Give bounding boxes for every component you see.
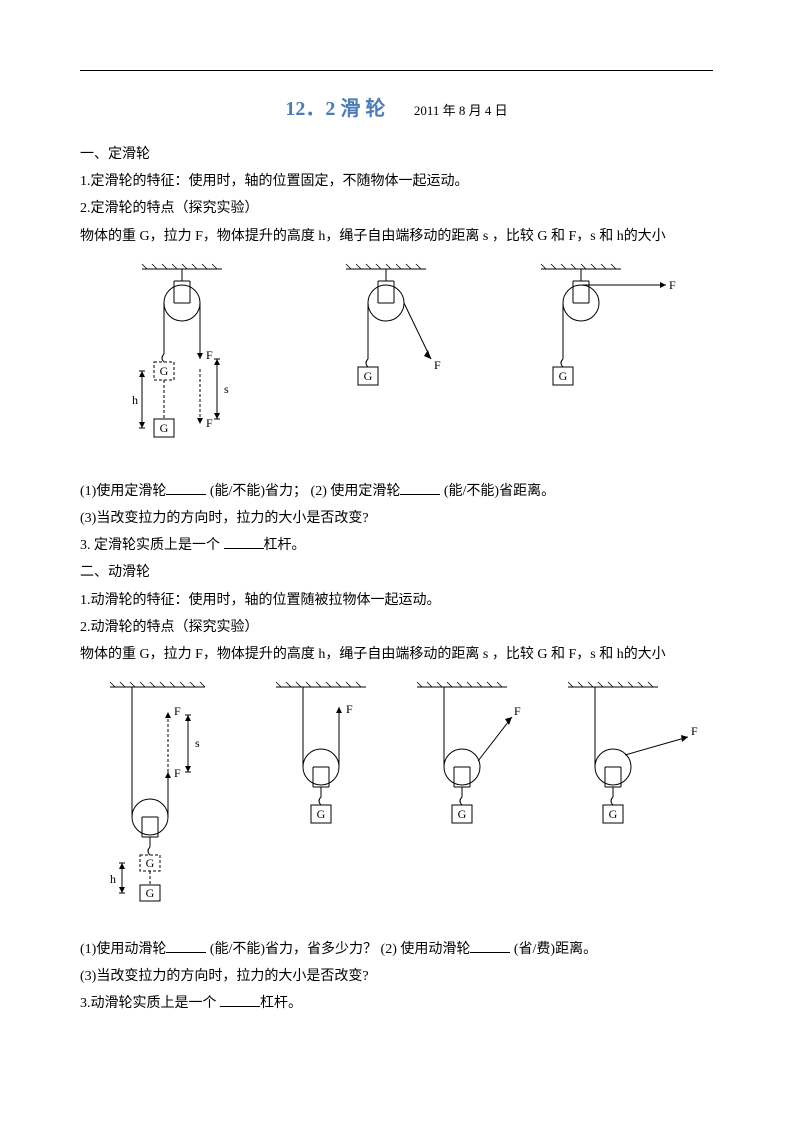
text: (1)使用定滑轮 [80,484,166,499]
sec2-line2: 2.动滑轮的特点（探究实验） [80,615,713,640]
movable-pulley-diagram-4: F G [553,677,703,857]
sec2-line3: 物体的重 G，拉力 F，物体提升的高度 h，绳子自由端移动的距离 s ，比较 G… [80,642,713,667]
movable-pulley-diagram-2: F G [261,677,381,857]
sec2-line1: 1.动滑轮的特征：使用时，轴的位置随被拉物体一起运动。 [80,588,713,613]
label-G: G [608,807,617,821]
label-G: G [146,856,155,870]
label-F: F [434,358,441,372]
label-F: F [346,702,353,716]
text: 杠杆。 [260,996,302,1011]
label-G: G [160,421,169,435]
label-F: F [206,348,213,362]
text: (能/不能)省力，省多少力？ (2) 使用动滑轮 [206,942,470,957]
sec1-q3: (3)当改变拉力的方向时，拉力的大小是否改变? [80,506,713,531]
sec1-q1: (1)使用定滑轮 (能/不能)省力； (2) 使用定滑轮 (能/不能)省距离。 [80,479,713,504]
label-G: G [160,364,169,378]
label-F: F [514,704,521,718]
label-G: G [458,807,467,821]
movable-pulley-diagrams: F F s G G h F G [80,677,713,917]
blank-input[interactable] [166,938,206,953]
blank-input[interactable] [224,534,264,549]
label-G: G [146,886,155,900]
label-s: s [224,382,229,396]
label-h: h [132,393,138,407]
fixed-pulley-diagrams: G G h F F s G F [80,259,713,459]
label-G: G [558,369,567,383]
text: 3. 定滑轮实质上是一个 [80,538,224,553]
blank-input[interactable] [166,480,206,495]
sec1-line3: 物体的重 G，拉力 F，物体提升的高度 h，绳子自由端移动的距离 s ，比较 G… [80,224,713,249]
sec2-q3: (3)当改变拉力的方向时，拉力的大小是否改变? [80,964,713,989]
text: 3.动滑轮实质上是一个 [80,996,220,1011]
text: (省/费)距离。 [510,942,597,957]
label-F: F [206,416,213,430]
fixed-pulley-diagram-1: G G h F F s [112,259,262,459]
text: (能/不能)省距离。 [440,484,555,499]
page-date: 2011 年 8 月 4 日 [414,103,508,118]
fixed-pulley-diagram-3: G F [521,259,681,419]
blank-input[interactable] [400,480,440,495]
label-G: G [364,369,373,383]
text: (1)使用动滑轮 [80,942,166,957]
label-F: F [691,724,698,738]
text: 杠杆。 [264,538,306,553]
text: (能/不能)省力； (2) 使用定滑轮 [206,484,400,499]
blank-input[interactable] [470,938,510,953]
label-s: s [195,736,200,750]
sec1-line1: 1.定滑轮的特征：使用时，轴的位置固定，不随物体一起运动。 [80,169,713,194]
sec2-heading: 二、动滑轮 [80,560,713,585]
sec1-line2: 2.定滑轮的特点（探究实验） [80,196,713,221]
blank-input[interactable] [220,992,260,1007]
label-F: F [174,704,181,718]
label-h: h [110,872,116,886]
fixed-pulley-diagram-2: G F [326,259,456,419]
sec2-q4: 3.动滑轮实质上是一个 杠杆。 [80,991,713,1016]
label-F: F [669,278,676,292]
sec1-q4: 3. 定滑轮实质上是一个 杠杆。 [80,533,713,558]
movable-pulley-diagram-3: F G [402,677,532,857]
top-rule [80,70,713,71]
label-G: G [317,807,326,821]
page-title: 12．2 滑 轮 [285,98,385,120]
title-row: 12．2 滑 轮 2011 年 8 月 4 日 [80,91,713,127]
sec1-heading: 一、定滑轮 [80,142,713,167]
movable-pulley-diagram-1: F F s G G h [90,677,240,917]
sec2-q1: (1)使用动滑轮 (能/不能)省力，省多少力？ (2) 使用动滑轮 (省/费)距… [80,937,713,962]
label-F: F [174,766,181,780]
